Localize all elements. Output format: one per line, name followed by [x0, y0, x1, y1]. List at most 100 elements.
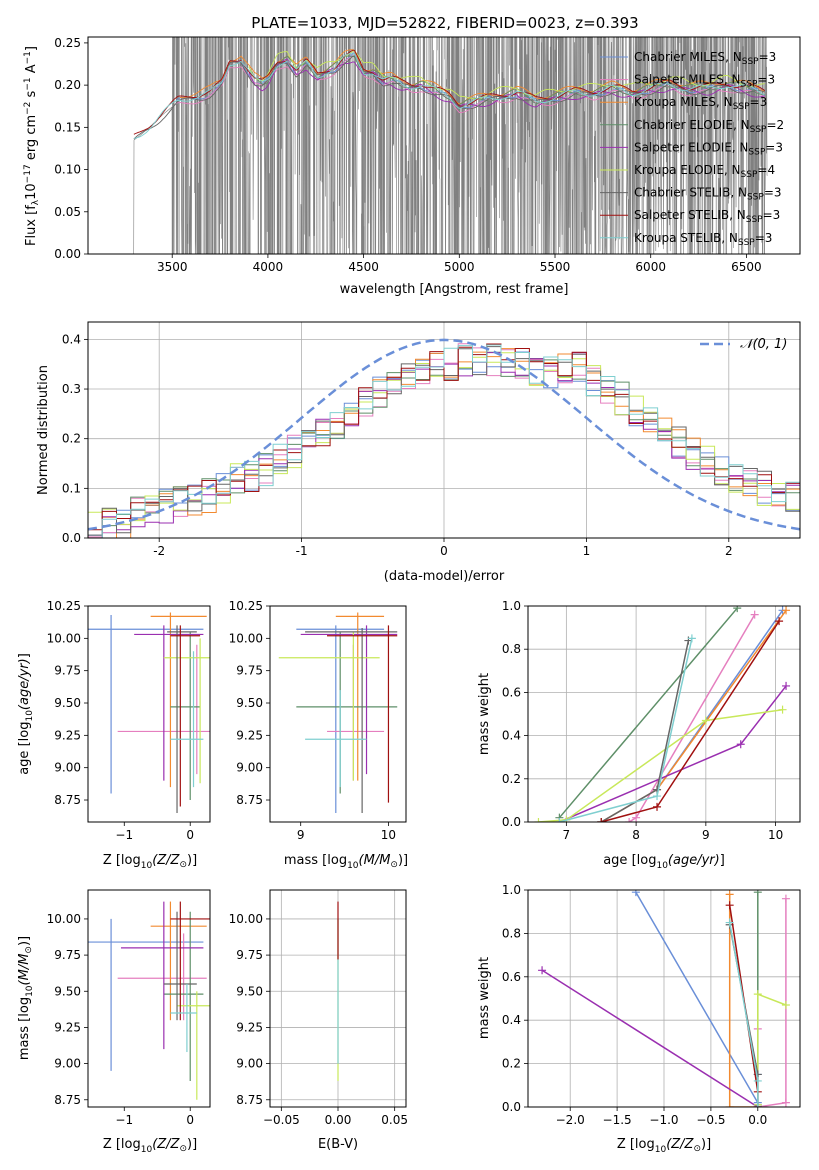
legend-label: Salpeter ELODIE, NSSP=3 — [634, 140, 783, 157]
legend-label: Salpeter STELIB, NSSP=3 — [634, 208, 780, 225]
x-tick-label: 0 — [186, 828, 194, 842]
plot-area — [88, 901, 210, 1100]
y-tick-label: 10.00 — [47, 912, 81, 926]
weight-marker — [725, 1103, 734, 1107]
x-tick-label: 7 — [563, 828, 571, 842]
weight-marker — [753, 1076, 762, 1085]
y-tick-label: 0.15 — [54, 120, 81, 134]
label-part: age [log — [603, 853, 656, 868]
weight-marker — [782, 681, 791, 690]
weight-marker — [701, 716, 710, 725]
model-spectrum — [133, 52, 766, 139]
y-tick-label: 9.50 — [236, 696, 263, 710]
y-tick-label: 0.6 — [502, 970, 521, 984]
y-tick-label: 8.75 — [54, 793, 81, 807]
y-tick-label: 9.75 — [54, 948, 81, 962]
weight-vs-Z-panel: −2.0 −1.5 −1.0 −0.5 0.0 0.0 0.2 0.4 0.6 0.8 1.0 Z [… — [477, 883, 801, 1155]
label-part: (age/yr) — [17, 658, 32, 710]
label-part: ⊙ — [179, 860, 187, 870]
residual-histogram — [88, 344, 800, 538]
residual-histogram — [88, 343, 800, 538]
weight-marker — [597, 818, 606, 822]
residual-histogram — [88, 346, 800, 536]
label-part: 10 — [25, 710, 35, 722]
label-part: Z [log — [617, 1137, 655, 1152]
y-axis-label: age [log10(age/yr)] — [17, 653, 35, 775]
legend-subscript: SSP — [748, 147, 765, 157]
weight-line — [635, 891, 759, 1106]
x-tick-label: 0 — [186, 1113, 194, 1127]
legend-value: =3 — [765, 140, 783, 154]
y-tick-label: 0.00 — [54, 247, 81, 261]
label-part: ⊙ — [693, 1144, 701, 1154]
plot-area — [534, 606, 791, 822]
legend-label: Kroupa STELIB, NSSP=3 — [634, 231, 772, 248]
label-part: 10 — [141, 1145, 153, 1155]
y-tick-label: 9.75 — [236, 948, 263, 962]
x-tick-label: 4000 — [253, 260, 284, 274]
label-part: 10 — [141, 861, 153, 871]
y-tick-label: 10.00 — [229, 912, 263, 926]
label-part: ] — [720, 853, 725, 868]
x-tick-label: −2.0 — [556, 1113, 585, 1127]
y-tick-label: 9.25 — [54, 728, 81, 742]
y-tick-label: 10.00 — [229, 631, 263, 645]
label-part: ] — [17, 653, 32, 658]
model-spectrum — [133, 49, 766, 135]
x-tick-label: −0.5 — [696, 1113, 725, 1127]
weight-marker — [625, 818, 634, 822]
weight-marker — [725, 918, 734, 927]
y-axis-label: mass [log10(M/M⊙)] — [17, 936, 35, 1060]
x-tick-label: 3500 — [157, 260, 188, 274]
model-spectrum — [248, 50, 765, 100]
legend-subscript: SSP — [733, 102, 750, 112]
x-tick-label: -2 — [153, 544, 165, 558]
y-tick-label: 0.05 — [54, 205, 81, 219]
y-axis-label: mass weight — [477, 673, 492, 755]
label-part: mass [log — [17, 997, 32, 1060]
y-tick-label: 0.3 — [62, 382, 81, 396]
x-tick-label: −0.05 — [263, 1113, 300, 1127]
y-tick-label: 9.25 — [236, 728, 263, 742]
y-tick-label: 8.75 — [54, 1093, 81, 1107]
legend-label: Chabrier MILES, NSSP=3 — [634, 50, 776, 67]
y-tick-label: 9.25 — [54, 1020, 81, 1034]
x-tick-label: 6500 — [731, 260, 762, 274]
weight-line — [728, 905, 759, 1107]
y-tick-label: 9.00 — [236, 1057, 263, 1071]
weight-marker — [653, 802, 662, 811]
y-tick-label: 0.2 — [502, 1057, 521, 1071]
y-tick-label: 0.20 — [54, 78, 81, 92]
legend-value: =3 — [750, 95, 768, 109]
legend-label: Chabrier STELIB, NSSP=3 — [634, 186, 782, 203]
weight-line — [600, 609, 787, 822]
legend-value: =3 — [755, 231, 773, 245]
label-part: Z [log — [103, 853, 141, 868]
x-axis-label: age [log10(age/yr)] — [603, 853, 725, 871]
x-tick-label: 9 — [702, 828, 710, 842]
y-tick-label: 0.4 — [502, 729, 521, 743]
weight-marker — [736, 740, 745, 749]
x-tick-label: 8 — [632, 828, 640, 842]
y-tick-label: 0.6 — [502, 685, 521, 699]
y-axis-label: Flux [fλ10−17 erg cm−2 s−1 A−1] — [23, 46, 41, 246]
y-tick-label: 9.25 — [236, 1020, 263, 1034]
x-axis-label: Z [log10(Z/Z⊙)] — [617, 1137, 711, 1155]
residual-histogram — [88, 343, 800, 531]
label-part: (M/M — [359, 853, 391, 868]
y-axis-label: mass weight — [477, 957, 492, 1039]
label-part: Z [log — [103, 1137, 141, 1152]
x-tick-label: 0 — [440, 544, 448, 558]
weight-line — [728, 894, 758, 1107]
y-axis-label-part: λ — [31, 199, 41, 205]
label-part: 10 — [656, 861, 668, 871]
age-vs-mass-panel: 9 10 8.75 9.00 9.25 9.50 9.75 10.00 10.25 mass [l… — [229, 599, 408, 871]
weight-marker — [781, 894, 790, 903]
y-tick-label: 9.00 — [236, 761, 263, 775]
label-part: mass [log — [284, 853, 347, 868]
mass-vs-ebv-panel: −0.05 0.00 0.05 8.75 9.00 9.25 9.50 9.75 10.00 E(… — [229, 889, 408, 1152]
y-tick-label: 9.75 — [54, 664, 81, 678]
axes-frame — [87, 889, 211, 1108]
y-tick-label: 9.75 — [236, 664, 263, 678]
